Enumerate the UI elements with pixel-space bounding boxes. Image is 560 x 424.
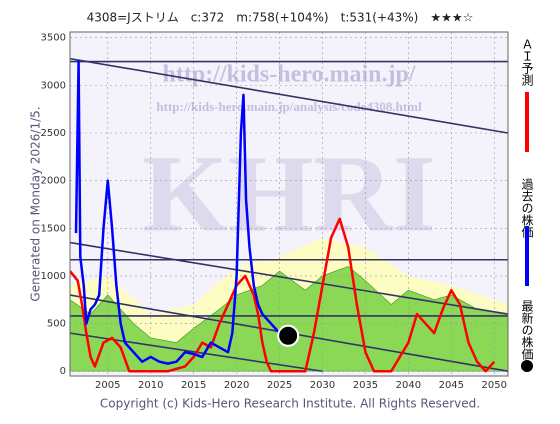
x-tick-label: 2010 — [138, 380, 163, 391]
y-tick-label: 1500 — [41, 223, 66, 234]
x-tick-label: 2025 — [267, 380, 292, 391]
y-tick-label: 1000 — [41, 271, 66, 282]
series-line — [70, 217, 496, 373]
watermark: http://kids-hero.main.jp/analysis/code43… — [156, 99, 422, 114]
x-tick-label: 2005 — [95, 380, 120, 391]
x-tick-label: 2015 — [181, 380, 206, 391]
legend-label: 最新の株価 — [520, 300, 534, 360]
y-tick-label: 2500 — [41, 128, 66, 139]
x-tick-label: 2050 — [482, 380, 507, 391]
x-tick-label: 2030 — [310, 380, 335, 391]
y-tick-label: 0 — [60, 366, 66, 377]
x-tick-label: 2040 — [396, 380, 421, 391]
y-tick-label: 2000 — [41, 176, 66, 187]
copyright: Copyright (c) Kids-Hero Research Institu… — [100, 397, 480, 411]
trend-line — [70, 241, 508, 315]
legend-label: 過去の株価 — [520, 178, 534, 238]
trend-line — [70, 57, 508, 134]
x-tick-label: 2020 — [224, 380, 249, 391]
legend-label: ＡＩ予測 — [520, 38, 534, 87]
y-tick-label: 3500 — [41, 33, 66, 44]
y-tick-label: 500 — [47, 319, 66, 330]
generated-note: Generated on Monday 2026/1/5. — [29, 106, 43, 301]
latest-price-marker — [277, 324, 300, 347]
band — [70, 266, 508, 372]
legend-marker — [521, 360, 533, 372]
x-tick-label: 2045 — [439, 380, 464, 391]
plot-frame — [69, 31, 509, 377]
watermark: KHRI — [142, 132, 435, 254]
plot-area: KHRI http://kids-hero.main.jp/http://kids… — [70, 32, 508, 376]
chart-title: 4308=Jストリム c:372 m:758(+104%) t:531(+43%… — [87, 11, 474, 25]
y-tick-label: 3000 — [41, 80, 66, 91]
watermark: http://kids-hero.main.jp/ — [163, 62, 416, 88]
series-line — [74, 60, 285, 365]
x-tick-label: 2035 — [353, 380, 378, 391]
